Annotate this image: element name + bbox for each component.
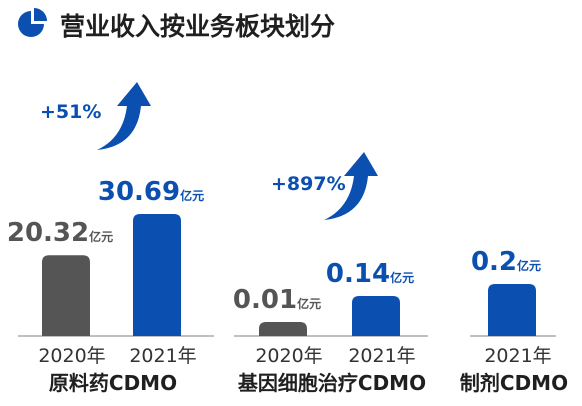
- data-label-unit: 亿元: [390, 270, 414, 285]
- tick-label: 2021年: [129, 345, 196, 367]
- data-label-unit: 亿元: [89, 229, 113, 244]
- data-label: 20.32亿元: [7, 218, 113, 248]
- pie-chart-icon: [18, 8, 47, 37]
- category-label: 原料药CDMO: [49, 371, 177, 395]
- data-label: 0.14亿元: [326, 259, 414, 289]
- tick-label: 2021年: [484, 345, 551, 367]
- category-label: 基因细胞治疗CDMO: [238, 371, 426, 395]
- data-label-unit: 亿元: [297, 296, 321, 311]
- bar: [42, 255, 90, 336]
- tick-label: 2021年: [348, 345, 415, 367]
- category-label: 制剂CDMO: [460, 371, 568, 395]
- bar: [352, 296, 400, 336]
- bar: [259, 322, 307, 336]
- chart-title: 营业收入按业务板块划分: [60, 12, 335, 41]
- growth-label: +51%: [40, 101, 101, 123]
- data-label: 0.2亿元: [471, 247, 541, 277]
- growth-label: +897%: [271, 173, 346, 195]
- growth-arrow-icon: [97, 82, 151, 150]
- bar: [133, 214, 181, 336]
- data-label: 0.01亿元: [233, 285, 321, 315]
- data-label: 30.69亿元: [98, 177, 204, 207]
- tick-label: 2020年: [38, 345, 105, 367]
- data-label-unit: 亿元: [180, 188, 204, 203]
- data-label-unit: 亿元: [517, 258, 541, 273]
- bar: [488, 284, 536, 336]
- tick-label: 2020年: [255, 345, 322, 367]
- growth-arrow-icon: [324, 152, 378, 220]
